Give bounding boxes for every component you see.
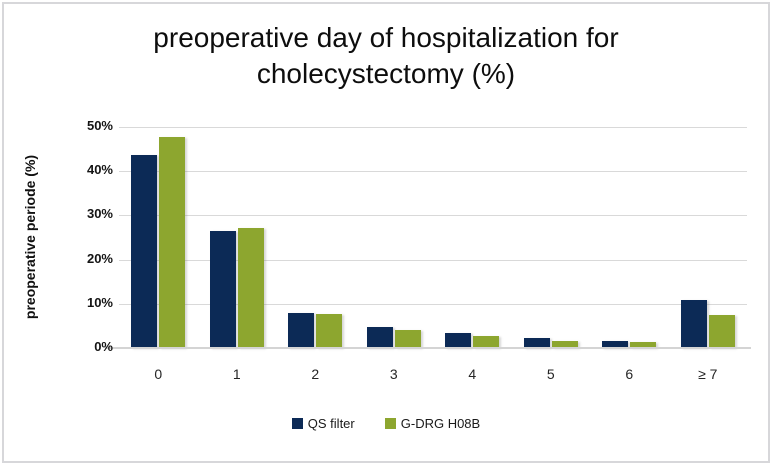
y-tick-0: 0% (94, 339, 113, 354)
chart-title-line1: preoperative day of hospitalization for (153, 22, 619, 53)
legend-item-qs-filter: QS filter (291, 416, 355, 431)
legend-item-g-drg-h08b: G-DRG H08B (384, 416, 481, 431)
x-tick-0: 0 (154, 366, 163, 382)
y-axis-title-text: preoperative periode (%) (22, 154, 38, 320)
bar-qs-filter-4 (445, 333, 471, 348)
legend-label-g-drg-h08b: G-DRG H08B (400, 416, 481, 431)
bar-qs-filter-2 (288, 313, 314, 348)
gridline-30 (119, 215, 747, 217)
bar-qs-filter-0 (131, 154, 157, 348)
y-tick-10: 10% (86, 294, 113, 310)
y-tick-20: 20% (86, 250, 113, 266)
bar-g-drg-h08b-0 (159, 136, 185, 348)
bar-g-drg-h08b-2 (316, 314, 342, 348)
x-tick-2: 2 (311, 366, 320, 382)
gridline-40 (119, 171, 747, 173)
x-axis-line (105, 347, 751, 349)
y-tick-50: 50% (86, 118, 113, 133)
legend-swatch-qs-filter (291, 418, 303, 429)
x-tick-6: 6 (625, 366, 634, 382)
bar-qs-filter-1 (210, 231, 236, 348)
bar-g-drg-h08b-7 (709, 314, 735, 348)
bar-g-drg-h08b-6 (630, 341, 656, 348)
chart-title: preoperative day of hospitalization for … (0, 20, 772, 92)
legend-swatch-g-drg-h08b (384, 418, 396, 429)
chart-title-line2: cholecystectomy (%) (256, 58, 516, 89)
legend: QS filter G-DRG H08B (0, 416, 772, 431)
bar-g-drg-h08b-4 (473, 335, 499, 348)
gridline-10 (119, 303, 747, 305)
bar-g-drg-h08b-5 (552, 340, 578, 348)
x-tick-1: 1 (232, 366, 241, 382)
bar-g-drg-h08b-1 (238, 227, 264, 348)
plot-area (119, 127, 747, 348)
bar-qs-filter-7 (681, 300, 707, 348)
x-tick-3: 3 (389, 366, 398, 382)
gridline-20 (119, 259, 747, 261)
bar-g-drg-h08b-3 (395, 329, 421, 348)
y-tick-40: 40% (86, 162, 113, 178)
x-tick-7: ≥ 7 (698, 366, 718, 382)
legend-label-qs-filter: QS filter (307, 416, 355, 431)
bar-qs-filter-6 (602, 340, 628, 348)
x-tick-5: 5 (546, 366, 555, 382)
gridline-50 (119, 127, 747, 128)
bar-qs-filter-3 (367, 326, 393, 348)
x-tick-4: 4 (468, 366, 477, 382)
y-tick-30: 30% (86, 206, 113, 222)
bar-qs-filter-5 (524, 337, 550, 348)
